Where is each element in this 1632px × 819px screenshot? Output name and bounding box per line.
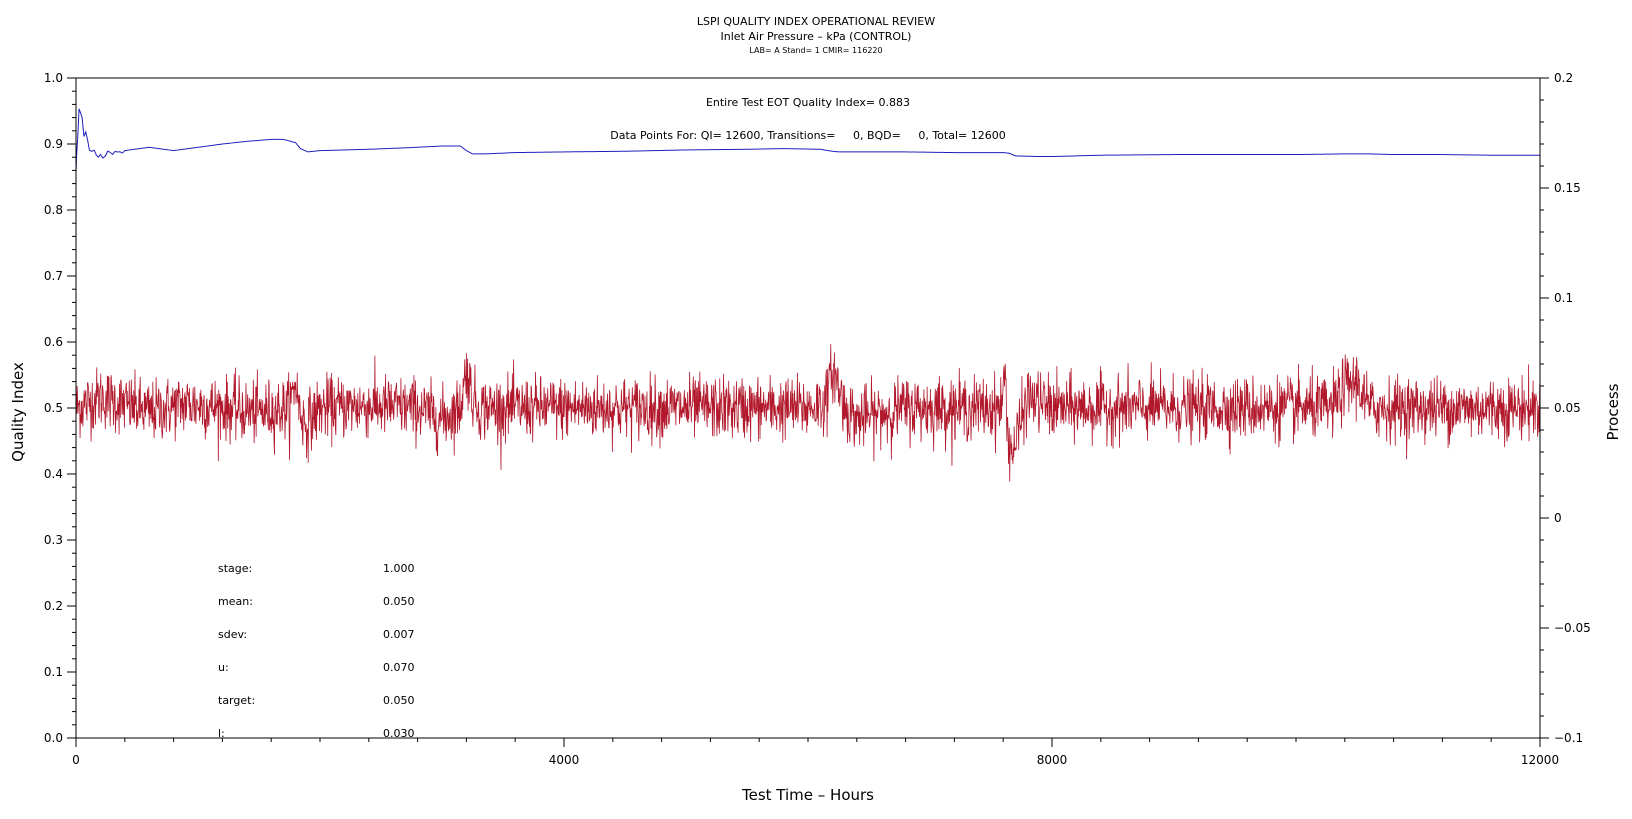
y-right-tick-label: 0.05 <box>1554 401 1581 415</box>
process-series-line <box>76 344 1540 482</box>
y-axis-left-label: Quality Index <box>9 362 27 462</box>
stats-value: 0.070 <box>383 661 415 674</box>
quality-index-series-line <box>76 108 1540 173</box>
y-left-tick-label: 0.4 <box>44 467 63 481</box>
x-tick-label: 4000 <box>549 753 580 767</box>
y-left-tick-label: 0.7 <box>44 269 63 283</box>
y-left-tick-label: 0.0 <box>44 731 63 745</box>
x-tick-label: 12000 <box>1521 753 1559 767</box>
chart-caption: LAB= A Stand= 1 CMIR= 116220 <box>749 46 882 55</box>
y-left-tick-label: 0.8 <box>44 203 63 217</box>
stats-label: sdev: <box>218 628 247 641</box>
x-tick-label: 0 <box>72 753 80 767</box>
chart-subtitle: Inlet Air Pressure – kPa (CONTROL) <box>721 30 912 43</box>
stats-label: target: <box>218 694 255 707</box>
y-right-tick-label: 0.2 <box>1554 71 1573 85</box>
plot-area <box>76 108 1540 482</box>
y-axis-right-label: Process <box>1604 383 1622 440</box>
axes: 0 4000 8000 12000 0.0 0.1 0.2 0.3 0.4 0.5 0.6 0.7 0.… <box>44 71 1591 767</box>
stats-label: l: <box>218 727 225 740</box>
y-left-tick-label: 0.2 <box>44 599 63 613</box>
y-right-tick-label: 0 <box>1554 511 1562 525</box>
y-right-tick-label: 0.15 <box>1554 181 1581 195</box>
stats-panel: stage: 1.000 mean: 0.050 sdev: 0.007 u: 0.070 ta… <box>218 562 415 740</box>
stats-label: u: <box>218 661 229 674</box>
y-left-tick-label: 0.5 <box>44 401 63 415</box>
y-left-tick-label: 0.3 <box>44 533 63 547</box>
stats-value: 0.030 <box>383 727 415 740</box>
y-right-tick-label: 0.1 <box>1554 291 1573 305</box>
data-points-annotation: Data Points For: QI= 12600, Transitions=… <box>610 129 1005 142</box>
stats-value: 0.050 <box>383 694 415 707</box>
y-right-tick-label: −0.1 <box>1554 731 1583 745</box>
y-left-tick-label: 1.0 <box>44 71 63 85</box>
y-left-tick-label: 0.9 <box>44 137 63 151</box>
stats-value: 0.050 <box>383 595 415 608</box>
x-axis-label: Test Time – Hours <box>741 786 874 804</box>
chart-title: LSPI QUALITY INDEX OPERATIONAL REVIEW <box>697 15 935 28</box>
stats-value: 0.007 <box>383 628 415 641</box>
eot-quality-index-annotation: Entire Test EOT Quality Index= 0.883 <box>706 96 910 109</box>
y-left-tick-label: 0.1 <box>44 665 63 679</box>
stats-label: mean: <box>218 595 253 608</box>
stats-label: stage: <box>218 562 252 575</box>
y-right-tick-label: −0.05 <box>1554 621 1591 635</box>
stats-value: 1.000 <box>383 562 415 575</box>
x-tick-label: 8000 <box>1037 753 1068 767</box>
y-left-tick-label: 0.6 <box>44 335 63 349</box>
